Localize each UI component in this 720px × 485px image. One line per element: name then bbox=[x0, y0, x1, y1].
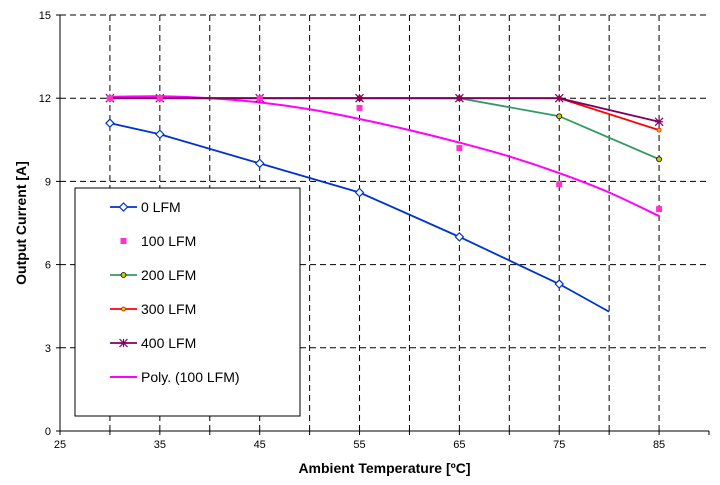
series-0-lfm-point bbox=[454, 232, 465, 242]
legend-box bbox=[74, 187, 301, 417]
y-tick-label: 0 bbox=[45, 426, 51, 438]
x-tick-label: 65 bbox=[453, 439, 465, 451]
legend-label: Poly. (100 LFM) bbox=[141, 369, 240, 385]
legend-label: 400 LFM bbox=[141, 335, 196, 351]
marker-stroke bbox=[654, 117, 664, 127]
series-400-lfm-point bbox=[554, 93, 564, 103]
series-0-lfm-point bbox=[554, 279, 565, 289]
series-400-lfm-point bbox=[654, 117, 664, 127]
series-100-lfm-point bbox=[556, 181, 563, 188]
series-0-lfm-point bbox=[105, 118, 115, 129]
legend-item-100-lfm: 100 LFM bbox=[120, 233, 196, 249]
series-300-lfm-point bbox=[656, 127, 662, 133]
legend-label: 300 LFM bbox=[141, 301, 196, 317]
marker-stroke bbox=[119, 338, 128, 348]
y-tick-label: 12 bbox=[39, 93, 51, 105]
y-tick-labels: 0 3 6 9 12 15 bbox=[39, 10, 51, 438]
series-100-lfm-point bbox=[356, 104, 363, 111]
legend-item-200-lfm: 200 LFM bbox=[110, 267, 196, 283]
y-tick-label: 6 bbox=[45, 260, 51, 272]
x-tick-label: 85 bbox=[653, 439, 665, 451]
legend-swatch-marker bbox=[120, 272, 127, 278]
x-tick-label: 75 bbox=[553, 439, 565, 451]
series-100-lfm-point bbox=[456, 145, 463, 152]
legend-item-300-lfm: 300 LFM bbox=[110, 301, 196, 317]
legend: 0 LFM 100 LFM 200 LFM 300 LFM 400 LFM Poly. (… bbox=[74, 187, 301, 417]
marker-stroke bbox=[554, 93, 564, 103]
series-200-lfm-point bbox=[656, 156, 662, 163]
series-100-lfm-point bbox=[256, 95, 263, 102]
legend-label: 200 LFM bbox=[141, 267, 196, 283]
legend-label: 100 LFM bbox=[141, 233, 196, 249]
x-axis-title: Ambient Temperature [ºC] bbox=[298, 460, 470, 476]
series-0-lfm-point bbox=[354, 187, 365, 198]
axes bbox=[56, 14, 710, 435]
series-400-lfm-point bbox=[355, 93, 364, 103]
series-400-lfm-point bbox=[454, 93, 464, 103]
y-tick-label: 15 bbox=[39, 10, 51, 22]
x-tick-label: 25 bbox=[54, 439, 66, 451]
series-100-lfm-point bbox=[656, 206, 663, 213]
y-tick-label: 9 bbox=[45, 176, 51, 188]
marker-stroke bbox=[454, 93, 464, 103]
legend-swatch-marker bbox=[120, 238, 127, 244]
marker-stroke bbox=[355, 93, 364, 103]
series-markers bbox=[105, 93, 664, 289]
x-tick-label: 35 bbox=[154, 439, 166, 451]
legend-item-400-lfm: 400 LFM bbox=[110, 335, 196, 351]
series-0-lfm-point bbox=[254, 158, 265, 169]
legend-swatch-marker bbox=[119, 338, 128, 348]
x-tick-label: 45 bbox=[254, 439, 266, 451]
series-200-lfm-point bbox=[556, 113, 563, 120]
series-100-lfm-point bbox=[106, 95, 113, 102]
legend-swatch-marker bbox=[121, 306, 126, 312]
series-100-lfm-point bbox=[156, 95, 163, 102]
legend-label: 0 LFM bbox=[141, 199, 181, 215]
y-axis-title: Output Current [A] bbox=[13, 161, 29, 285]
x-tick-labels: 25 35 45 55 65 75 85 bbox=[54, 439, 665, 451]
series-0-lfm-point bbox=[154, 129, 165, 140]
legend-item-0-lfm: 0 LFM bbox=[110, 199, 181, 215]
x-tick-label: 55 bbox=[353, 439, 365, 451]
legend-swatch-marker bbox=[118, 202, 129, 212]
y-tick-label: 3 bbox=[45, 343, 51, 355]
legend-item-poly-100-lfm: Poly. (100 LFM) bbox=[110, 369, 240, 385]
